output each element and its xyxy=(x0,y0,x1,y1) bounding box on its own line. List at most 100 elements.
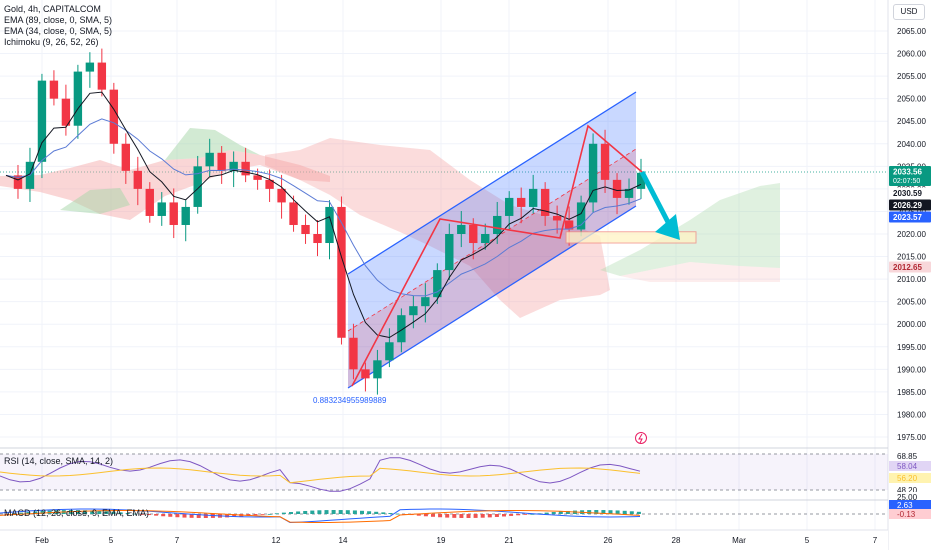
macd-histogram-bar xyxy=(473,514,478,518)
candle-body xyxy=(133,170,142,189)
candle-body xyxy=(421,297,430,307)
price-tick-label: 1990.00 xyxy=(897,365,926,374)
candle-body xyxy=(373,360,382,379)
time-tick-label: 26 xyxy=(604,536,613,545)
time-tick-label: Feb xyxy=(35,536,49,545)
macd-histogram-bar xyxy=(324,510,329,514)
candle-body xyxy=(540,188,550,216)
macd-histogram-bar xyxy=(83,510,88,514)
time-tick-label: 5 xyxy=(805,536,810,545)
forecast-arrow-shaft xyxy=(639,170,673,228)
candle-body xyxy=(493,215,502,234)
macd-level-label: 2.63 xyxy=(897,501,913,510)
candle-body xyxy=(516,197,526,207)
macd-histogram-bar xyxy=(352,510,357,514)
price-badge-bg xyxy=(889,187,931,199)
macd-histogram-bar xyxy=(267,513,272,515)
candles xyxy=(13,48,646,395)
macd-histogram-bar xyxy=(608,510,613,514)
macd-histogram-bar xyxy=(147,514,151,516)
price-badge: 2026.29 xyxy=(889,199,931,211)
candle-body xyxy=(217,152,226,171)
macd-histogram-bar xyxy=(132,513,137,515)
rsi-level-bg xyxy=(889,461,931,471)
macd-histogram-bar xyxy=(281,512,286,514)
rsi-level-label: 56.20 xyxy=(897,474,918,483)
candle-body xyxy=(313,234,322,244)
price-tick-label: 2000.00 xyxy=(897,320,926,329)
legend-ichimoku[interactable]: Ichimoku (9, 26, 52, 26) xyxy=(4,37,99,47)
candle-body xyxy=(361,369,370,379)
price-tick-label: 2065.00 xyxy=(897,27,926,36)
time-axis: Feb 5 7 12 14 19 21 26 28 Mar 5 7 xyxy=(0,529,888,550)
macd-level-label: 25.00 xyxy=(897,493,918,502)
ichimoku-cloud xyxy=(0,128,780,318)
macd-histogram-bar xyxy=(19,512,24,514)
macd-level-badge: 25.00 xyxy=(889,492,931,502)
macd-histogram-bar xyxy=(416,514,421,516)
macd-histogram-bar xyxy=(587,510,592,514)
candle-body xyxy=(157,202,166,216)
candle-body xyxy=(433,270,442,298)
price-tick-label: 2055.00 xyxy=(897,72,926,81)
macd-histogram-bar xyxy=(111,511,116,514)
macd-level-badge: 2.63 xyxy=(889,500,931,510)
legend-ema-34[interactable]: EMA (34, close, 0, SMA, 5) xyxy=(4,26,113,36)
candle-body xyxy=(37,80,47,162)
macd-histogram-bar xyxy=(253,514,258,516)
price-tick-label: 2020.00 xyxy=(897,230,926,239)
macd-histogram-bar xyxy=(459,514,464,518)
candle-body xyxy=(193,166,202,207)
macd-histogram-bar xyxy=(544,512,549,514)
macd-histogram-bar xyxy=(565,510,570,514)
macd-histogram-bar xyxy=(317,510,322,514)
time-tick-label: 12 xyxy=(272,536,281,545)
pattern-lines xyxy=(351,124,643,387)
candle-body xyxy=(49,80,59,99)
macd-histogram-bar xyxy=(452,514,457,518)
ema-34-line xyxy=(5,91,642,339)
macd-legend[interactable]: MACD (12, 26, close, 9, EMA, EMA) xyxy=(4,508,150,518)
macd-histogram-bar xyxy=(104,511,109,514)
price-badge: 2012.65 xyxy=(889,261,931,273)
chart-title[interactable]: Gold, 4h, CAPITALCOM xyxy=(4,4,101,14)
channel-lower-fill xyxy=(348,149,636,388)
cloud-bear-2 xyxy=(265,138,610,318)
price-badge-bg xyxy=(889,211,931,223)
legend-ema-89[interactable]: EMA (89, close, 0, SMA, 5) xyxy=(4,15,113,25)
time-tick-label: 21 xyxy=(505,536,514,545)
channel-mid-line xyxy=(347,148,637,332)
macd-histogram-bar xyxy=(12,513,17,515)
candle-body xyxy=(97,62,107,90)
time-tick-label: 7 xyxy=(873,536,878,545)
candle-body xyxy=(349,337,358,370)
candle-body xyxy=(588,143,598,203)
macd-histogram-bar xyxy=(367,511,372,514)
time-tick-label: 14 xyxy=(339,536,348,545)
candle-body xyxy=(145,188,154,216)
time-tick-label: 7 xyxy=(175,536,180,545)
rsi-level-bg xyxy=(889,451,931,461)
macd-histogram-bar xyxy=(260,514,265,515)
macd-histogram-bar xyxy=(594,510,599,514)
cloud-bear-3 xyxy=(620,262,780,282)
forecast-arrow-head xyxy=(655,214,680,240)
rsi-level-bg xyxy=(889,485,931,495)
currency-button[interactable]: USD xyxy=(893,4,925,20)
price-badge-label: 2030.59 xyxy=(893,189,922,198)
candle-body xyxy=(229,161,238,171)
rsi-line xyxy=(0,457,641,492)
macd-histogram-bar xyxy=(629,511,634,514)
macd-histogram-bar xyxy=(338,510,343,514)
candle-body xyxy=(337,206,346,338)
price-tick-label: 1985.00 xyxy=(897,388,926,397)
macd-histogram-bar xyxy=(487,514,492,518)
macd-level-bg xyxy=(889,500,931,510)
macd-level-label: -0.13 xyxy=(897,510,916,519)
rsi-legend[interactable]: RSI (14, close, SMA, 14, 2) xyxy=(4,456,114,466)
macd-histogram-bar xyxy=(225,514,230,518)
macd-level-bg xyxy=(889,509,931,519)
price-tick-label: 2005.00 xyxy=(897,298,926,307)
